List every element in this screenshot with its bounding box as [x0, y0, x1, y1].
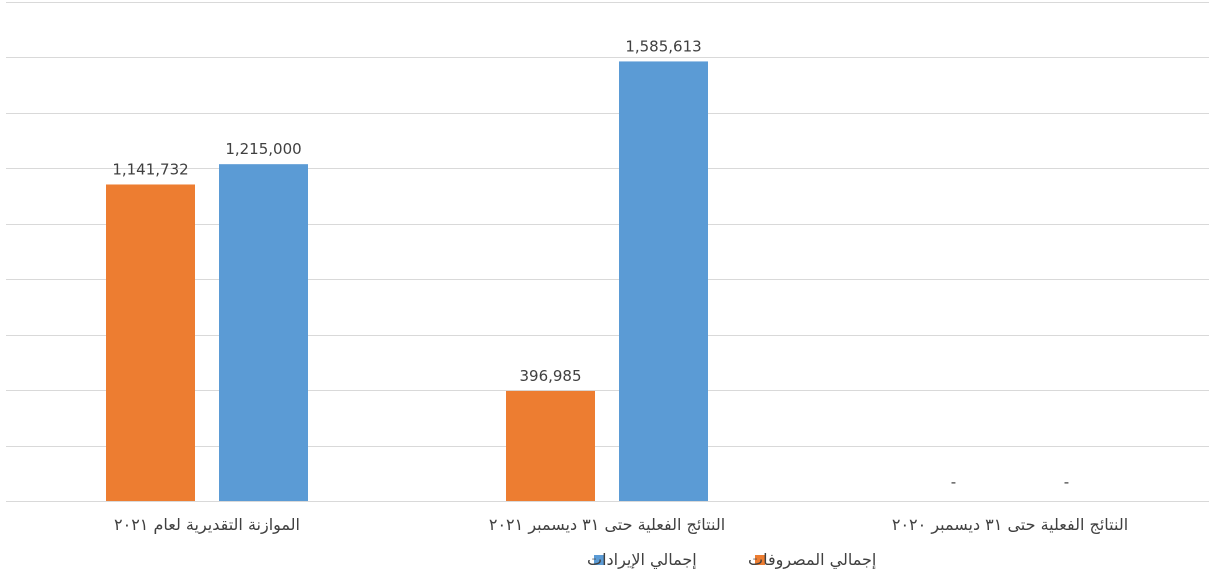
legend-label-1: إجمالي الإيرادات — [587, 550, 697, 570]
data-label-s1-c2: - — [1064, 473, 1069, 491]
legend-swatch-0 — [755, 555, 765, 565]
bar-s1-c1 — [619, 61, 708, 502]
legend-label-0: إجمالي المصروفات — [748, 550, 876, 570]
legend-swatch-1 — [594, 555, 604, 565]
category-labels: الموازنة التقديرية لعام ٢٠٢١ النتائج الفع… — [114, 515, 1128, 535]
category-label-0: الموازنة التقديرية لعام ٢٠٢١ — [114, 515, 300, 535]
category-label-1: النتائج الفعلية حتى ٣١ ديسمبر ٢٠٢١ — [489, 515, 725, 535]
bar-s0-c0 — [106, 184, 195, 501]
data-labels: 1,141,732 1,215,000 396,985 1,585,613 - - — [112, 37, 1069, 491]
legend: إجمالي المصروفات إجمالي الإيرادات — [587, 550, 876, 570]
bar-s1-c0 — [219, 164, 308, 502]
data-label-s0-c1: 396,985 — [519, 367, 581, 385]
data-label-s1-c0: 1,215,000 — [225, 140, 301, 158]
bar-s0-c1 — [506, 390, 595, 501]
data-label-s0-c0: 1,141,732 — [112, 160, 188, 178]
grid — [6, 2, 1209, 502]
bars — [106, 61, 708, 502]
data-label-s1-c1: 1,585,613 — [625, 37, 701, 55]
data-label-s0-c2: - — [951, 473, 956, 491]
category-label-2: النتائج الفعلية حتى ٣١ ديسمبر ٢٠٢٠ — [892, 515, 1128, 535]
